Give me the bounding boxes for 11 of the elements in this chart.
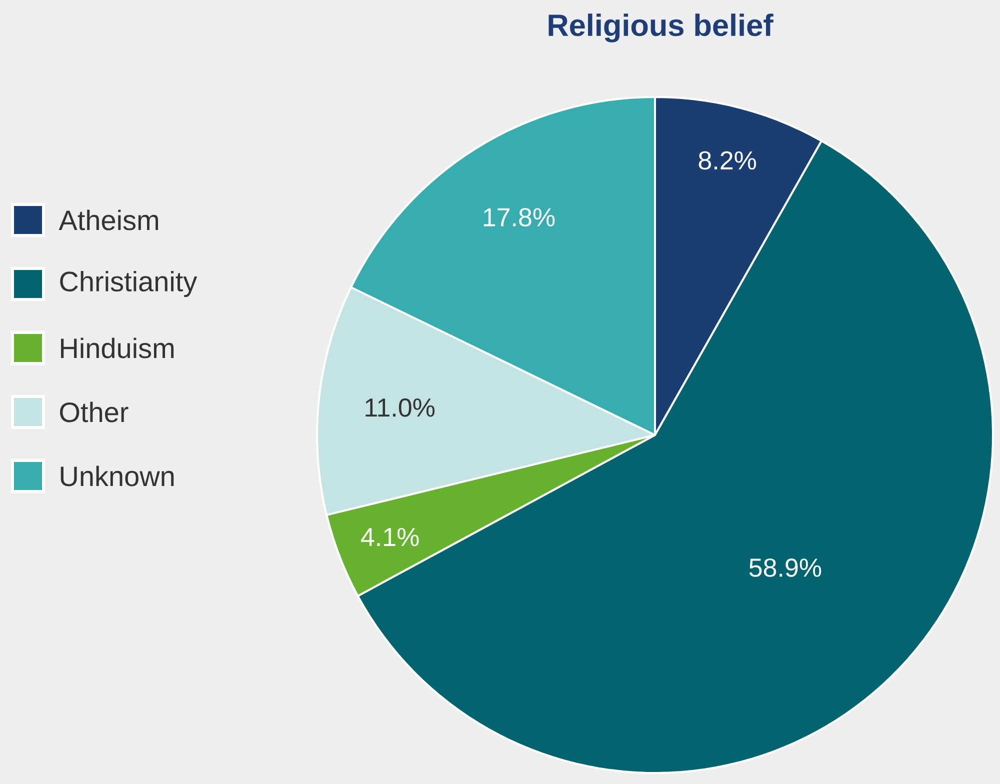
- chart-title: Religious belief: [548, 14, 774, 42]
- data-label: 58.9%: [749, 558, 822, 577]
- data-label: 4.1%: [361, 528, 419, 546]
- legend-label: Christianity: [60, 270, 198, 298]
- legend-label: Unknown: [60, 466, 174, 486]
- data-label: 8.2%: [698, 151, 756, 170]
- data-label: 11.0%: [366, 398, 435, 417]
- legend-label: Atheism: [58, 210, 158, 230]
- legend-label: Other: [60, 402, 128, 422]
- data-label: 17.8%: [484, 208, 555, 226]
- legend-label: Hinduism: [61, 338, 174, 358]
